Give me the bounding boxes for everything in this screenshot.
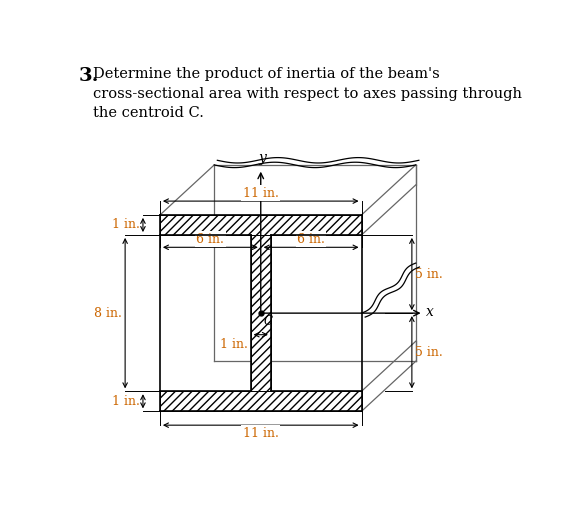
- Text: 1 in.: 1 in.: [112, 218, 140, 232]
- Bar: [160, 215, 362, 235]
- Text: 11 in.: 11 in.: [243, 427, 279, 440]
- Text: 6 in.: 6 in.: [196, 233, 225, 246]
- Text: 5 in.: 5 in.: [415, 346, 443, 359]
- Text: 1 in.: 1 in.: [221, 338, 248, 351]
- Text: 5 in.: 5 in.: [415, 268, 443, 280]
- Text: 1 in.: 1 in.: [112, 395, 140, 408]
- Text: 11 in.: 11 in.: [243, 186, 279, 200]
- Text: Determine the product of inertia of the beam's
cross-sectional area with respect: Determine the product of inertia of the …: [92, 67, 522, 120]
- Bar: [160, 391, 362, 411]
- Text: 8 in.: 8 in.: [94, 307, 122, 320]
- Text: y: y: [259, 151, 266, 165]
- Text: 3.: 3.: [79, 67, 99, 85]
- Text: x: x: [426, 305, 434, 320]
- Text: C: C: [264, 315, 273, 329]
- Text: 6 in.: 6 in.: [297, 233, 325, 246]
- Bar: [251, 235, 271, 391]
